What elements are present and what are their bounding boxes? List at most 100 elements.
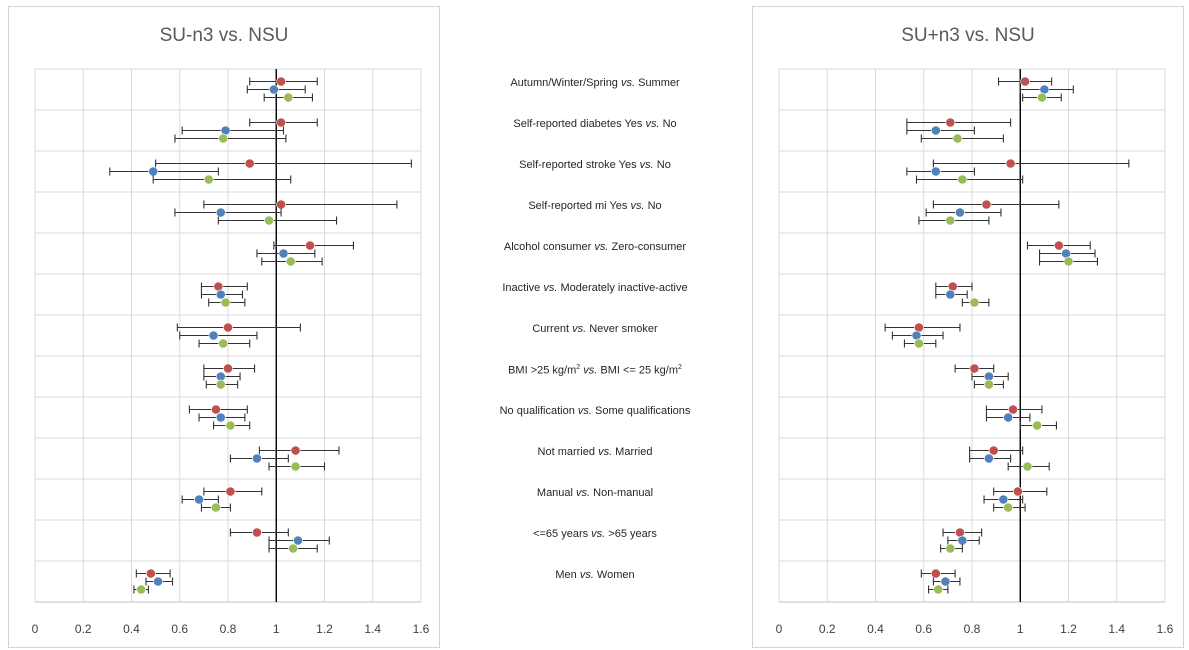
point-estimate <box>145 568 156 579</box>
forest-row <box>997 76 1074 103</box>
estimate-group <box>109 166 219 177</box>
point-estimate <box>305 240 315 251</box>
row-label-vs: vs. <box>579 568 594 581</box>
estimate-group <box>993 502 1026 513</box>
estimate-group <box>246 84 306 95</box>
row-label: Self-reported stroke Yes vs. No <box>440 159 750 171</box>
point-estimate <box>914 338 924 349</box>
row-label-a: Alcohol consumer <box>503 240 595 253</box>
estimate-group <box>983 494 1024 505</box>
row-label-a: BMI >25 kg/m <box>508 364 577 377</box>
chart-title-right: SU+n3 vs. NSU <box>901 25 1035 46</box>
forest-row <box>969 445 1050 472</box>
forest-row <box>200 281 248 308</box>
x-tick-label: 0.2 <box>819 622 836 636</box>
estimate-group <box>200 281 248 292</box>
estimate-group <box>1019 420 1057 431</box>
row-label-a: <=65 years <box>533 527 592 540</box>
point-estimate <box>1003 412 1014 423</box>
forest-row <box>229 527 330 554</box>
estimate-group <box>925 207 1002 218</box>
row-label-vs: vs. <box>630 199 645 212</box>
point-estimate <box>981 199 992 210</box>
forest-row <box>256 240 355 267</box>
estimate-group <box>133 584 149 595</box>
estimate-group <box>928 584 949 595</box>
point-estimate <box>223 322 233 333</box>
point-estimate <box>290 445 301 456</box>
row-label-a: Manual <box>536 486 577 499</box>
point-estimate <box>930 125 941 136</box>
point-estimate <box>969 297 980 308</box>
point-estimate <box>278 248 289 259</box>
row-label-b: Non-manual <box>590 486 654 499</box>
estimate-group <box>176 322 301 333</box>
estimate-group <box>198 412 246 423</box>
estimate-group <box>200 289 244 300</box>
x-tick-label: 1 <box>1017 622 1024 636</box>
point-estimate <box>957 535 968 546</box>
estimate-group <box>920 133 1004 144</box>
point-estimate <box>945 215 956 226</box>
estimate-group <box>249 117 318 128</box>
row-label-b: Moderately inactive-active <box>557 281 688 294</box>
estimate-group <box>268 543 318 554</box>
estimate-group <box>249 76 318 87</box>
row-label-a: Men <box>555 568 580 581</box>
estimate-group <box>906 117 1012 128</box>
point-estimate <box>930 568 941 579</box>
point-estimate <box>988 445 999 456</box>
point-estimate <box>940 576 951 587</box>
row-label: Not married vs. Married <box>440 446 750 458</box>
forest-row <box>906 158 1130 185</box>
estimate-group <box>179 330 258 341</box>
row-label-b: Women <box>593 568 635 581</box>
forest-plot-right-svg: 0 0.2 0.4 0.6 0.8 1 1.2 1.4 1.6 <box>776 68 1174 636</box>
point-estimate <box>998 494 1009 505</box>
point-estimate <box>276 117 286 128</box>
estimate-group <box>903 338 937 349</box>
point-estimate <box>220 297 231 308</box>
forest-row <box>920 568 961 595</box>
x-tick-label: 0.6 <box>171 622 188 636</box>
estimate-group <box>268 461 326 472</box>
estimate-group <box>258 445 340 456</box>
x-tick-label: 0 <box>32 622 39 636</box>
point-estimate <box>293 535 303 546</box>
estimate-group <box>1019 84 1074 95</box>
x-tick-label: 1.2 <box>316 622 333 636</box>
estimate-group <box>969 445 1024 456</box>
row-label: Self-reported mi Yes vs. No <box>440 200 750 212</box>
point-estimate <box>945 543 956 554</box>
estimate-group <box>198 338 251 349</box>
estimate-group <box>181 125 285 136</box>
forest-row <box>246 76 318 103</box>
forest-row <box>983 486 1048 513</box>
row-label-a: Current <box>532 322 573 335</box>
estimate-group <box>212 420 251 431</box>
forest-row <box>174 117 318 144</box>
estimate-group <box>181 494 219 505</box>
x-tick-label: 1.2 <box>1060 622 1077 636</box>
estimate-group <box>932 576 961 587</box>
forest-row <box>203 363 256 390</box>
estimate-group <box>135 568 171 579</box>
estimate-group <box>155 158 412 169</box>
estimate-group <box>997 76 1053 87</box>
estimate-group <box>891 330 944 341</box>
point-estimate <box>153 576 163 587</box>
estimate-group <box>920 568 956 579</box>
point-estimate <box>136 584 147 595</box>
row-label-a: Self-reported diabetes Yes <box>513 117 646 130</box>
point-estimate <box>1020 76 1030 87</box>
estimate-group <box>932 199 1060 210</box>
row-label-a: Self-reported mi Yes <box>528 199 631 212</box>
row-label-vs: vs. <box>591 527 606 540</box>
estimate-group <box>969 453 1012 464</box>
estimate-group <box>940 543 963 554</box>
point-estimate <box>1008 404 1018 415</box>
estimate-group <box>935 281 973 292</box>
forest-row <box>229 445 340 472</box>
estimate-group <box>985 404 1043 415</box>
row-label-vs: vs. <box>620 76 636 89</box>
